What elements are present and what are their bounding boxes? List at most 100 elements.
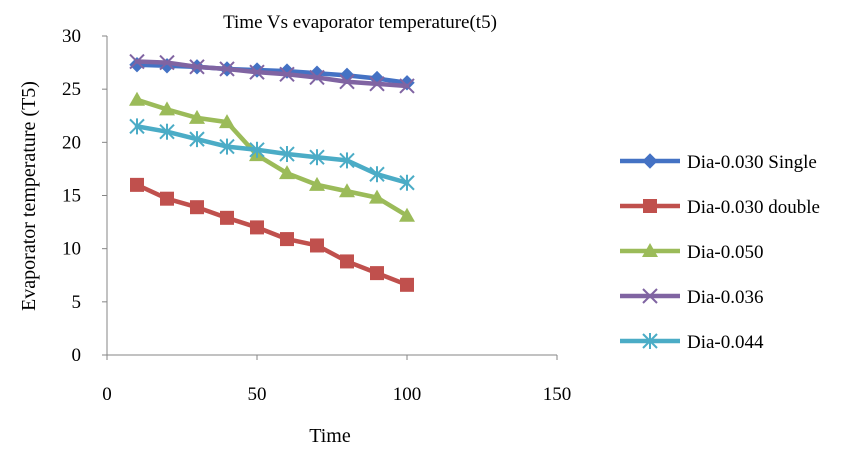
x-marker bbox=[129, 53, 145, 70]
x-marker bbox=[279, 66, 295, 82]
data-point bbox=[339, 152, 355, 169]
series-2 bbox=[130, 177, 414, 292]
x-marker bbox=[309, 69, 325, 86]
legend-item: Dia-0.044 bbox=[620, 332, 764, 353]
triangle-marker bbox=[219, 114, 235, 129]
y-tick-label: 20 bbox=[62, 132, 81, 153]
square-marker bbox=[643, 199, 657, 213]
triangle-marker bbox=[642, 243, 658, 257]
data-point bbox=[250, 220, 264, 235]
square-marker bbox=[400, 277, 414, 292]
data-point bbox=[280, 232, 294, 247]
legend-label: Dia-0.036 bbox=[687, 287, 764, 308]
x-tick-label: 150 bbox=[543, 384, 572, 405]
y-tick-label: 10 bbox=[62, 239, 81, 260]
data-point bbox=[279, 146, 295, 163]
data-point bbox=[642, 243, 658, 257]
triangle-marker bbox=[369, 189, 385, 204]
x-tick-label: 50 bbox=[248, 384, 267, 405]
x-marker bbox=[369, 76, 385, 92]
x-tick-label: 100 bbox=[393, 384, 422, 405]
square-marker bbox=[280, 232, 294, 247]
data-point bbox=[339, 183, 355, 198]
x-marker bbox=[219, 61, 235, 77]
chart-title: Time Vs evaporator temperature(t5) bbox=[223, 12, 497, 33]
data-point bbox=[129, 118, 145, 135]
series-3-line bbox=[134, 97, 410, 218]
data-point bbox=[129, 91, 145, 106]
triangle-marker bbox=[159, 101, 175, 116]
axes: 0 5 10 15 20 25 30 0 50 100 150 bbox=[62, 26, 571, 405]
y-tick-label: 0 bbox=[72, 345, 82, 366]
legend-item: Dia-0.050 bbox=[620, 242, 764, 263]
data-point bbox=[339, 74, 355, 90]
series-3 bbox=[129, 91, 415, 222]
data-point bbox=[279, 66, 295, 82]
data-point bbox=[159, 54, 175, 71]
square-marker bbox=[190, 200, 204, 215]
y-tick-label: 25 bbox=[62, 79, 81, 100]
legend-label: Dia-0.050 bbox=[687, 242, 764, 263]
series-2-line bbox=[134, 182, 410, 288]
data-point bbox=[160, 191, 174, 206]
square-marker bbox=[130, 177, 144, 192]
data-point bbox=[310, 238, 324, 253]
square-marker bbox=[160, 191, 174, 206]
data-point bbox=[219, 114, 235, 129]
data-point bbox=[642, 153, 658, 169]
data-point bbox=[309, 176, 325, 191]
triangle-marker bbox=[279, 165, 295, 180]
data-point bbox=[159, 101, 175, 116]
data-point bbox=[643, 199, 657, 213]
series-5 bbox=[129, 118, 415, 191]
square-marker bbox=[340, 254, 354, 269]
square-marker bbox=[370, 266, 384, 281]
series-5-line bbox=[134, 124, 410, 185]
data-point bbox=[369, 189, 385, 204]
triangle-marker bbox=[309, 176, 325, 191]
data-point bbox=[370, 266, 384, 281]
data-point bbox=[159, 123, 175, 140]
x-marker bbox=[339, 74, 355, 90]
data-point bbox=[400, 277, 414, 292]
data-point bbox=[129, 53, 145, 70]
data-point bbox=[279, 165, 295, 180]
triangle-marker bbox=[399, 207, 415, 222]
y-tick-label: 15 bbox=[62, 186, 81, 207]
legend-label: Dia-0.044 bbox=[687, 332, 764, 353]
legend-item: Dia-0.030 Single bbox=[620, 152, 817, 173]
series-4 bbox=[129, 53, 415, 94]
x-axis-label: Time bbox=[309, 425, 351, 447]
x-marker bbox=[399, 78, 415, 94]
data-point bbox=[340, 254, 354, 269]
data-point bbox=[399, 78, 415, 94]
data-point bbox=[309, 149, 325, 166]
x-tick-label: 0 bbox=[102, 384, 112, 405]
x-marker bbox=[642, 288, 658, 304]
triangle-marker bbox=[189, 109, 205, 124]
data-point bbox=[189, 59, 205, 75]
y-axis-label: Evaporator temperature (T5) bbox=[18, 81, 40, 311]
y-tick-label: 30 bbox=[62, 26, 81, 47]
legend-item: Dia-0.036 bbox=[620, 287, 764, 308]
data-point bbox=[249, 141, 265, 158]
series-4-line bbox=[134, 59, 410, 89]
x-marker bbox=[249, 64, 265, 80]
data-point bbox=[219, 61, 235, 77]
x-marker bbox=[159, 54, 175, 71]
triangle-marker bbox=[129, 91, 145, 106]
data-point bbox=[369, 76, 385, 92]
data-point bbox=[220, 210, 234, 225]
data-point bbox=[642, 333, 658, 349]
data-point bbox=[130, 177, 144, 192]
plot-area bbox=[129, 53, 415, 292]
x-marker bbox=[189, 59, 205, 75]
legend-label: Dia-0.030 Single bbox=[687, 152, 817, 173]
data-point bbox=[190, 200, 204, 215]
triangle-marker bbox=[339, 183, 355, 198]
square-marker bbox=[250, 220, 264, 235]
square-marker bbox=[220, 210, 234, 225]
data-point bbox=[309, 69, 325, 86]
